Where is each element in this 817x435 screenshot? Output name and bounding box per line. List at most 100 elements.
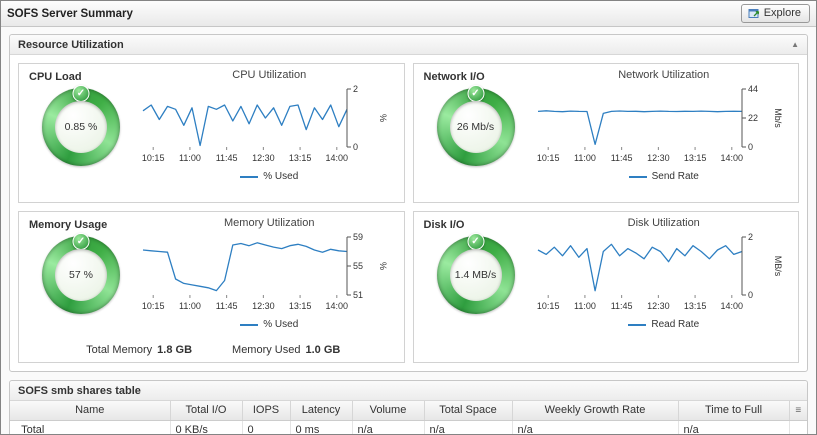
disk-io-quadrant: Disk I/O ✓ 1.4 MB/s Disk Utilization 0 2 M…	[412, 211, 799, 363]
svg-text:11:00: 11:00	[179, 301, 201, 311]
status-ok-icon: ✓	[72, 233, 90, 250]
network-io-value: 26 Mb/s	[456, 121, 495, 133]
memory-used: Memory Used 1.0 GB	[232, 344, 340, 356]
smb-shares-panel: SOFS smb shares table Name Total I/O IOP…	[9, 380, 808, 434]
cell-time-to-full: n/a	[678, 420, 790, 434]
explore-icon	[748, 9, 759, 18]
disk-io-title: Disk I/O	[423, 219, 465, 231]
col-header-total-io[interactable]: Total I/O	[170, 401, 243, 421]
page-title: SOFS Server Summary	[7, 7, 133, 20]
svg-text:2: 2	[353, 84, 358, 94]
network-chart-title: Network Utilization	[618, 69, 710, 81]
svg-text:Mb/s: Mb/s	[773, 108, 783, 128]
cell-latency: 0 ms	[290, 420, 353, 434]
column-chooser[interactable]: ≡	[789, 401, 807, 421]
column-chooser-icon: ≡	[795, 404, 802, 416]
svg-text:11:45: 11:45	[216, 301, 238, 311]
network-gauge-area: Network I/O ✓ 26 Mb/s	[420, 66, 532, 200]
network-legend-label: Send Rate	[651, 171, 699, 182]
memory-chart-area: Memory Utilization 51 55 59% 10:15 11:00 11:4…	[137, 214, 402, 342]
cpu-legend-label: % Used	[263, 171, 299, 182]
memory-used-label: Memory Used	[232, 344, 301, 356]
disk-io-value: 1.4 MB/s	[454, 269, 497, 281]
svg-text:12:30: 12:30	[647, 153, 670, 163]
svg-text:11:00: 11:00	[574, 301, 596, 311]
svg-text:%: %	[378, 262, 388, 270]
memory-usage-gauge: ✓ 57 %	[42, 233, 120, 314]
col-header-latency[interactable]: Latency	[290, 401, 353, 421]
svg-text:0: 0	[748, 290, 753, 300]
svg-text:11:45: 11:45	[610, 301, 632, 311]
col-header-weekly-growth-rate[interactable]: Weekly Growth Rate	[512, 401, 679, 421]
cell-total-io: 0 KB/s	[170, 420, 243, 434]
disk-chart-area: Disk Utilization 0 2 MB/s 10:15 11:00 11:45 12…	[532, 214, 797, 360]
disk-io-gauge: ✓ 1.4 MB/s	[436, 233, 515, 314]
svg-text:14:00: 14:00	[326, 153, 349, 163]
svg-text:14:00: 14:00	[326, 301, 349, 311]
status-ok-icon: ✓	[467, 233, 484, 250]
total-memory: Total Memory 1.8 GB	[86, 344, 192, 356]
explore-label: Explore	[763, 7, 801, 19]
legend-line-swatch	[628, 175, 647, 178]
status-ok-icon: ✓	[467, 85, 484, 102]
disk-chart-title: Disk Utilization	[627, 217, 700, 229]
resource-utilization-panel: Resource Utilization ▲ CPU Load ✓ 0.85 %…	[9, 34, 808, 372]
cell-iops: 0	[242, 420, 291, 434]
disk-chart-legend: Read Rate	[628, 319, 699, 330]
titlebar: SOFS Server Summary Explore	[1, 1, 816, 27]
svg-text:0: 0	[353, 142, 358, 152]
network-io-gauge: ✓ 26 Mb/s	[436, 85, 515, 166]
cell-volume: n/a	[352, 420, 425, 434]
svg-text:11:00: 11:00	[179, 153, 201, 163]
svg-text:2: 2	[748, 232, 753, 242]
col-header-iops[interactable]: IOPS	[242, 401, 291, 421]
col-header-time-to-full[interactable]: Time to Full	[678, 401, 790, 421]
smb-shares-panel-header: SOFS smb shares table	[10, 381, 807, 401]
cpu-load-value: 0.85 %	[64, 121, 98, 133]
table-row[interactable]: _Total 0 KB/s 0 0 ms n/a n/a n/a n/a	[10, 420, 807, 434]
memory-legend-label: % Used	[263, 319, 299, 330]
memory-usage-title: Memory Usage	[29, 219, 108, 231]
cell-weekly-growth-rate: n/a	[512, 420, 679, 434]
disk-utilization-chart: 0 2 MB/s 10:15 11:00 11:45 12:30 13:15 14:00	[532, 229, 796, 321]
memory-chart-title: Memory Utilization	[224, 217, 315, 229]
status-ok-icon: ✓	[72, 85, 90, 102]
svg-text:12:30: 12:30	[252, 301, 275, 311]
cpu-utilization-chart: 0 2% 10:15 11:00 11:45 12:30 13:15 14:00	[137, 81, 401, 173]
memory-gauge-area: Memory Usage ✓ 57 %	[25, 214, 137, 342]
network-io-quadrant: Network I/O ✓ 26 Mb/s Network Utilizatio…	[412, 63, 799, 203]
memory-usage-value: 57 %	[69, 269, 93, 281]
cell-name: _Total	[10, 420, 171, 434]
legend-line-swatch	[240, 323, 259, 326]
memory-chart-legend: % Used	[240, 319, 298, 330]
svg-text:22: 22	[748, 113, 758, 123]
cpu-load-gauge: ✓ 0.85 %	[42, 85, 120, 166]
network-utilization-chart: 0 22 44 Mb/s 10:15 11:00 11:45 12:30 13:15 14:00	[532, 81, 796, 173]
network-io-title: Network I/O	[423, 71, 485, 83]
smb-shares-table: Name Total I/O IOPS Latency Volume Total…	[10, 401, 807, 434]
disk-gauge-area: Disk I/O ✓ 1.4 MB/s	[420, 214, 532, 360]
svg-text:MB/s: MB/s	[773, 256, 783, 277]
explore-button[interactable]: Explore	[740, 4, 810, 23]
cpu-chart-title: CPU Utilization	[232, 69, 307, 81]
svg-text:0: 0	[748, 142, 753, 152]
legend-line-swatch	[240, 175, 259, 178]
svg-text:11:45: 11:45	[610, 153, 632, 163]
col-header-name[interactable]: Name	[10, 401, 171, 421]
resource-panel-title: Resource Utilization	[18, 38, 124, 51]
col-header-total-space[interactable]: Total Space	[424, 401, 513, 421]
svg-text:12:30: 12:30	[647, 301, 670, 311]
cell-spacer	[789, 420, 807, 434]
svg-text:10:15: 10:15	[537, 153, 560, 163]
memory-used-value: 1.0 GB	[305, 344, 341, 356]
svg-text:14:00: 14:00	[720, 301, 743, 311]
legend-line-swatch	[628, 323, 647, 326]
network-chart-area: Network Utilization 0 22 44 Mb/s 10:15 11:00 1…	[532, 66, 797, 200]
collapse-icon[interactable]: ▲	[791, 40, 799, 49]
cpu-load-title: CPU Load	[29, 71, 82, 83]
svg-text:44: 44	[748, 84, 758, 94]
col-header-volume[interactable]: Volume	[352, 401, 425, 421]
smb-shares-panel-title: SOFS smb shares table	[18, 384, 141, 397]
cpu-load-quadrant: CPU Load ✓ 0.85 % CPU Utilization 0 2% 10:…	[18, 63, 405, 203]
